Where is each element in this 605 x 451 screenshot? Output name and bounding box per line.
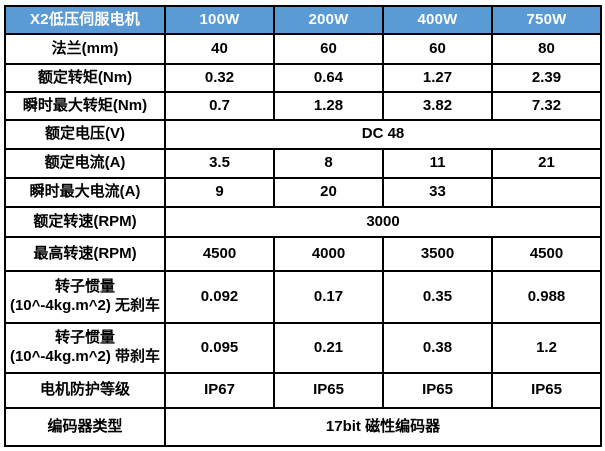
- table-row-rotor-inertia-no-brake: 转子惯量(10^-4kg.m^2) 无刹车 0.092 0.17 0.35 0.…: [4, 270, 602, 324]
- cell: 3.5: [164, 148, 275, 179]
- row-label: 瞬时最大电流(A): [4, 177, 166, 208]
- table-row-rated-voltage: 额定电压(V) DC 48: [4, 119, 602, 150]
- row-label: 编码器类型: [4, 407, 166, 447]
- table-row-rated-torque: 额定转矩(Nm) 0.32 0.64 1.27 2.39: [4, 63, 602, 93]
- cell: 0.988: [491, 270, 602, 324]
- cell: 0.21: [273, 322, 384, 374]
- table-row-max-speed: 最高转速(RPM) 4500 4000 3500 4500: [4, 236, 602, 272]
- cell: 1.27: [382, 63, 493, 93]
- merged-cell: 3000: [164, 206, 602, 238]
- merged-cell: 17bit 磁性编码器: [164, 407, 602, 447]
- cell: 7.32: [491, 91, 602, 121]
- column-header-100w: 100W: [164, 5, 275, 35]
- table-row-rated-speed: 额定转速(RPM) 3000: [4, 206, 602, 238]
- row-label: 额定电流(A): [4, 148, 166, 179]
- merged-cell: DC 48: [164, 119, 602, 150]
- row-label: 瞬时最大转矩(Nm): [4, 91, 166, 121]
- cell: 60: [382, 33, 493, 65]
- row-label: 额定转矩(Nm): [4, 63, 166, 93]
- cell: 0.095: [164, 322, 275, 374]
- cell: 20: [273, 177, 384, 208]
- table-row-rotor-inertia-with-brake: 转子惯量(10^-4kg.m^2) 带刹车 0.095 0.21 0.38 1.…: [4, 322, 602, 374]
- cell: 8: [273, 148, 384, 179]
- cell: 80: [491, 33, 602, 65]
- cell: IP65: [273, 372, 384, 409]
- row-label: 额定电压(V): [4, 119, 166, 150]
- header-row: X2低压伺服电机 100W 200W 400W 750W: [4, 5, 602, 35]
- cell: 0.35: [382, 270, 493, 324]
- cell: IP65: [491, 372, 602, 409]
- cell: 11: [382, 148, 493, 179]
- row-label: 法兰(mm): [4, 33, 166, 65]
- row-label: 额定转速(RPM): [4, 206, 166, 238]
- column-header-750w: 750W: [491, 5, 602, 35]
- cell: 33: [382, 177, 493, 208]
- cell: 4000: [273, 236, 384, 272]
- cell: 60: [273, 33, 384, 65]
- column-header-400w: 400W: [382, 5, 493, 35]
- cell: 4500: [164, 236, 275, 272]
- row-label: 电机防护等级: [4, 372, 166, 409]
- cell: 0.7: [164, 91, 275, 121]
- cell: 3.82: [382, 91, 493, 121]
- cell: 40: [164, 33, 275, 65]
- motor-spec-table: X2低压伺服电机 100W 200W 400W 750W 法兰(mm) 40 6…: [4, 5, 602, 447]
- table-row-peak-torque: 瞬时最大转矩(Nm) 0.7 1.28 3.82 7.32: [4, 91, 602, 121]
- row-label: 转子惯量(10^-4kg.m^2) 带刹车: [4, 322, 166, 374]
- cell: IP67: [164, 372, 275, 409]
- cell: 0.17: [273, 270, 384, 324]
- cell: 0.38: [382, 322, 493, 374]
- cell-empty: [491, 177, 602, 208]
- row-label: 最高转速(RPM): [4, 236, 166, 272]
- cell: 0.64: [273, 63, 384, 93]
- cell: 0.092: [164, 270, 275, 324]
- table-row-peak-current: 瞬时最大电流(A) 9 20 33: [4, 177, 602, 208]
- cell: 0.32: [164, 63, 275, 93]
- cell: 21: [491, 148, 602, 179]
- row-label: 转子惯量(10^-4kg.m^2) 无刹车: [4, 270, 166, 324]
- cell: IP65: [382, 372, 493, 409]
- cell: 1.28: [273, 91, 384, 121]
- table-row-flange: 法兰(mm) 40 60 60 80: [4, 33, 602, 65]
- cell: 3500: [382, 236, 493, 272]
- cell: 2.39: [491, 63, 602, 93]
- cell: 9: [164, 177, 275, 208]
- table-row-protection-rating: 电机防护等级 IP67 IP65 IP65 IP65: [4, 372, 602, 409]
- table-row-encoder-type: 编码器类型 17bit 磁性编码器: [4, 407, 602, 447]
- table-title-cell: X2低压伺服电机: [4, 5, 166, 35]
- table-row-rated-current: 额定电流(A) 3.5 8 11 21: [4, 148, 602, 179]
- cell: 4500: [491, 236, 602, 272]
- cell: 1.2: [491, 322, 602, 374]
- column-header-200w: 200W: [273, 5, 384, 35]
